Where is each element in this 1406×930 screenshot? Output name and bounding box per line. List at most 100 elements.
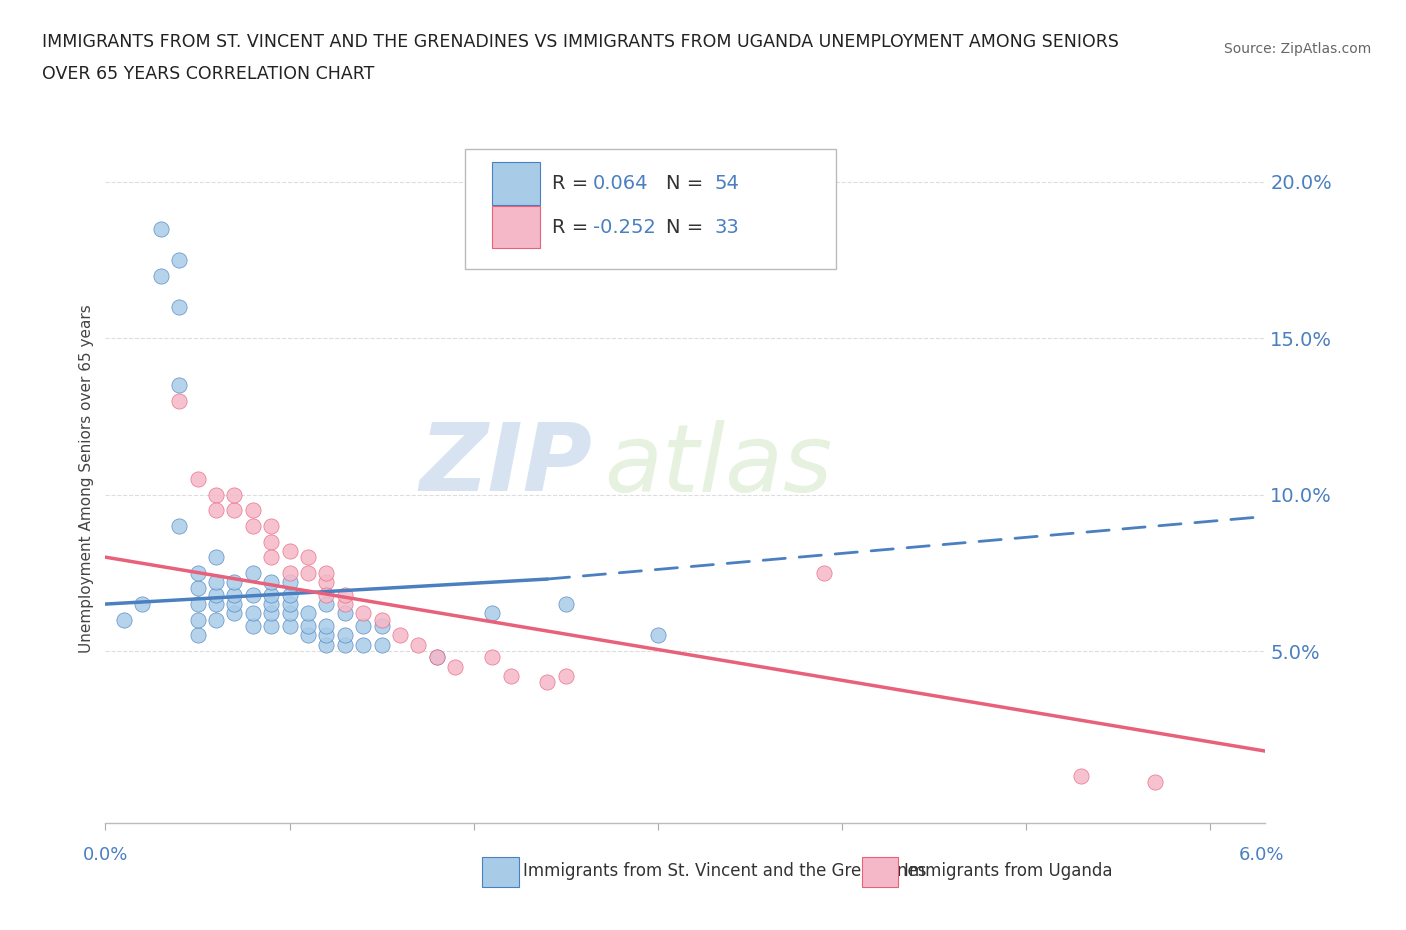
Point	[278, 543, 301, 558]
Text: Immigrants from St. Vincent and the Grenadines: Immigrants from St. Vincent and the Gren…	[523, 862, 927, 881]
Point	[297, 628, 319, 643]
Point	[149, 221, 172, 236]
Text: ZIP: ZIP	[420, 419, 593, 512]
Point	[352, 606, 374, 621]
Point	[224, 575, 246, 590]
Point	[242, 618, 264, 633]
Text: 54: 54	[714, 174, 740, 193]
Point	[224, 487, 246, 502]
Point	[186, 581, 208, 596]
Point	[315, 575, 337, 590]
Point	[242, 503, 264, 518]
Point	[481, 650, 503, 665]
Point	[205, 503, 228, 518]
Text: N =: N =	[665, 174, 709, 193]
FancyBboxPatch shape	[492, 163, 540, 205]
Text: 0.0%: 0.0%	[83, 846, 128, 864]
Point	[315, 637, 337, 652]
Point	[426, 650, 449, 665]
Point	[186, 472, 208, 486]
Point	[481, 606, 503, 621]
Point	[112, 612, 135, 627]
Point	[167, 393, 190, 408]
Text: R =: R =	[553, 218, 595, 236]
Point	[167, 253, 190, 268]
Point	[186, 628, 208, 643]
Text: OVER 65 YEARS CORRELATION CHART: OVER 65 YEARS CORRELATION CHART	[42, 65, 374, 83]
Point	[352, 618, 374, 633]
Text: N =: N =	[665, 218, 709, 236]
Point	[333, 606, 356, 621]
Point	[554, 597, 576, 612]
Point	[260, 534, 283, 549]
Point	[297, 550, 319, 565]
Point	[278, 618, 301, 633]
Point	[260, 597, 283, 612]
Point	[260, 606, 283, 621]
Point	[333, 587, 356, 602]
Point	[205, 575, 228, 590]
Point	[186, 565, 208, 580]
Point	[426, 650, 449, 665]
Point	[260, 587, 283, 602]
Point	[278, 606, 301, 621]
Point	[1070, 769, 1092, 784]
Point	[242, 565, 264, 580]
Point	[278, 587, 301, 602]
Point	[224, 597, 246, 612]
Point	[370, 618, 392, 633]
Point	[131, 597, 153, 612]
Text: 0.064: 0.064	[593, 174, 648, 193]
Text: -0.252: -0.252	[593, 218, 655, 236]
Point	[167, 518, 190, 533]
Point	[315, 628, 337, 643]
Y-axis label: Unemployment Among Seniors over 65 years: Unemployment Among Seniors over 65 years	[79, 305, 94, 654]
Point	[444, 659, 467, 674]
Point	[297, 565, 319, 580]
Point	[408, 637, 430, 652]
Point	[224, 587, 246, 602]
Point	[315, 597, 337, 612]
Point	[278, 565, 301, 580]
Text: atlas: atlas	[605, 419, 832, 511]
Point	[297, 618, 319, 633]
Point	[260, 575, 283, 590]
Point	[315, 587, 337, 602]
Point	[205, 587, 228, 602]
Point	[647, 628, 669, 643]
Point	[186, 612, 208, 627]
FancyBboxPatch shape	[492, 206, 540, 248]
Point	[260, 550, 283, 565]
Point	[224, 606, 246, 621]
Text: 6.0%: 6.0%	[1239, 846, 1284, 864]
Point	[205, 487, 228, 502]
Point	[499, 669, 522, 684]
Point	[278, 597, 301, 612]
Point	[389, 628, 412, 643]
Point	[167, 378, 190, 392]
Point	[333, 628, 356, 643]
Text: R =: R =	[553, 174, 595, 193]
Text: Source: ZipAtlas.com: Source: ZipAtlas.com	[1223, 42, 1371, 56]
FancyBboxPatch shape	[465, 149, 837, 269]
Point	[205, 612, 228, 627]
Point	[315, 565, 337, 580]
Text: IMMIGRANTS FROM ST. VINCENT AND THE GRENADINES VS IMMIGRANTS FROM UGANDA UNEMPLO: IMMIGRANTS FROM ST. VINCENT AND THE GREN…	[42, 33, 1119, 50]
Text: Immigrants from Uganda: Immigrants from Uganda	[904, 862, 1112, 881]
Point	[315, 618, 337, 633]
Point	[242, 606, 264, 621]
Point	[260, 518, 283, 533]
Point	[205, 597, 228, 612]
Point	[333, 597, 356, 612]
Point	[352, 637, 374, 652]
Point	[536, 675, 558, 690]
Point	[224, 503, 246, 518]
Point	[370, 612, 392, 627]
Point	[149, 268, 172, 283]
Point	[242, 518, 264, 533]
Point	[813, 565, 835, 580]
Point	[205, 550, 228, 565]
Point	[333, 637, 356, 652]
Point	[167, 299, 190, 314]
Text: 33: 33	[714, 218, 740, 236]
